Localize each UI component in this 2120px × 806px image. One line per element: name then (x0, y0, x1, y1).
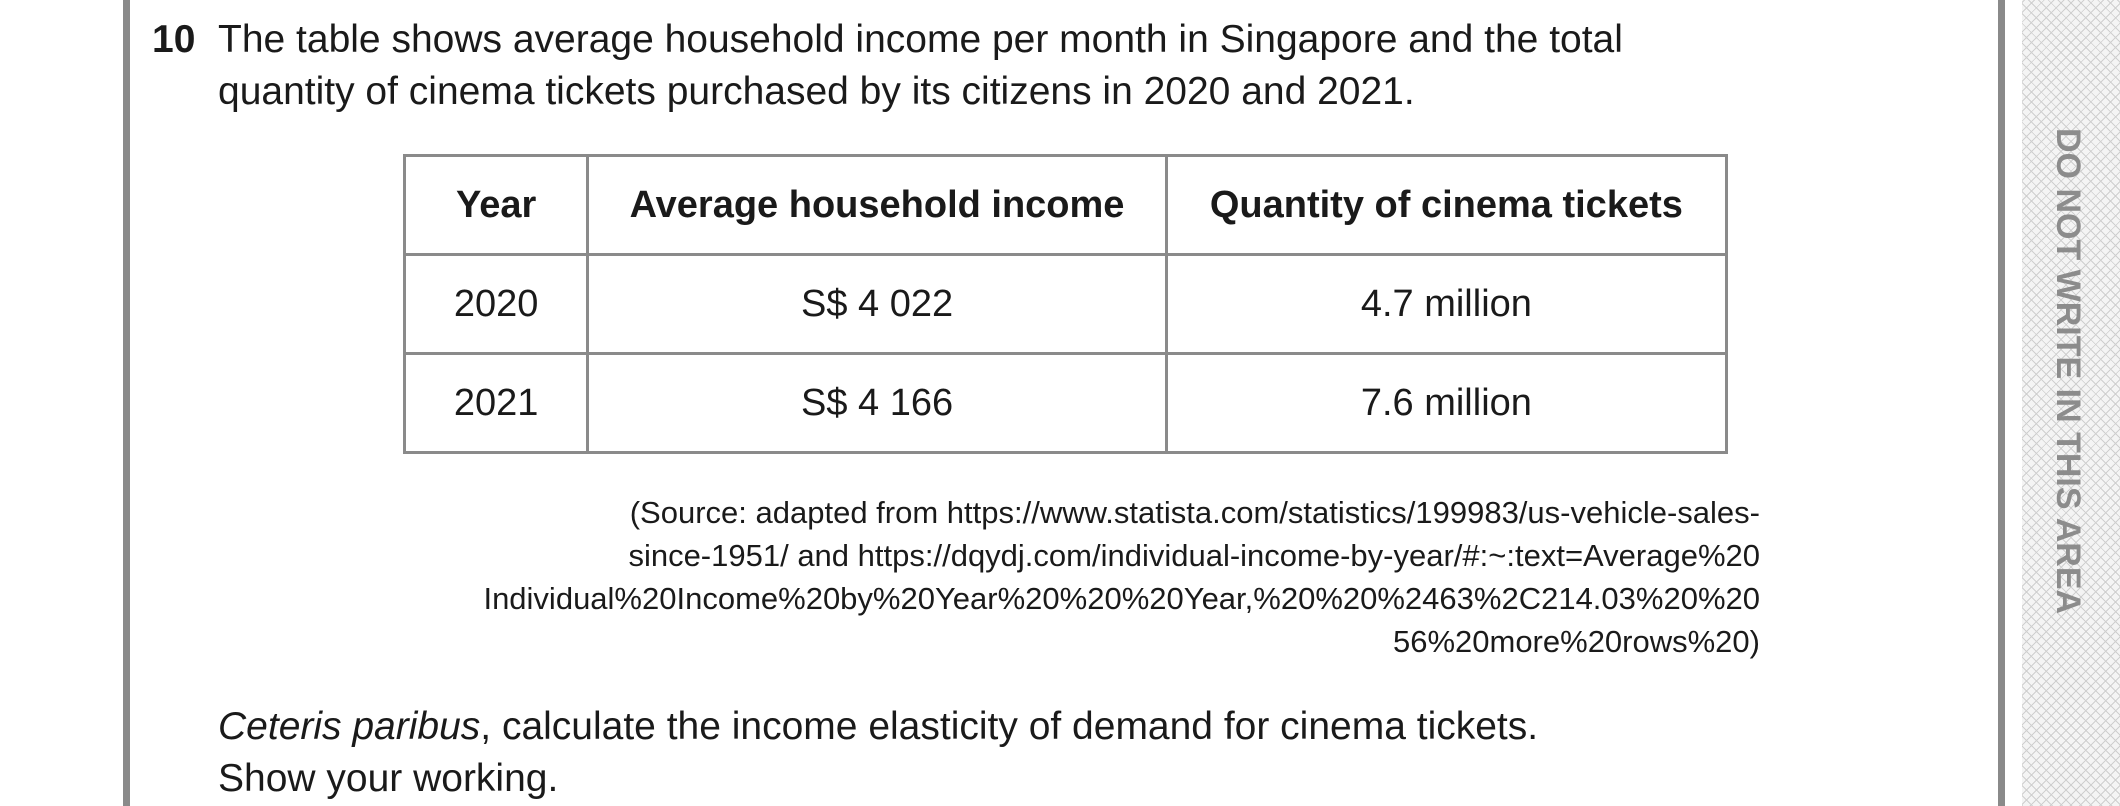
table-header-row: Year Average household income Quantity o… (402, 154, 1729, 256)
table-row: 2020 S$ 4 022 4.7 million (402, 253, 1729, 355)
instruction-line-1-rest: , calculate the income elasticity of dem… (480, 705, 1539, 748)
income-tickets-table: Year Average household income Quantity o… (402, 154, 1729, 454)
page-border-left (123, 0, 130, 806)
header-average-household-income: Average household income (586, 154, 1168, 256)
question-instruction: Ceteris paribus, calculate the income el… (218, 701, 1538, 805)
source-citation: (Source: adapted from https://www.statis… (400, 491, 1760, 663)
question-number: 10 (152, 18, 196, 61)
question-text-line-1: The table shows average household income… (218, 18, 1623, 61)
header-quantity-of-cinema-tickets: Quantity of cinema tickets (1164, 154, 1729, 256)
margin-warning-text: DO NOT WRITE IN THIS AREA (2049, 128, 2087, 615)
cell-year: 2020 (402, 253, 590, 355)
question-text: The table shows average household income… (218, 14, 1978, 118)
cell-income: S$ 4 022 (586, 253, 1168, 355)
cell-tickets: 4.7 million (1164, 253, 1729, 355)
cell-income: S$ 4 166 (586, 352, 1168, 454)
instruction-line-2: Show your working. (218, 757, 559, 800)
table-row: 2021 S$ 4 166 7.6 million (402, 352, 1729, 454)
margin-hatch-area (2022, 0, 2120, 806)
source-line: Individual%20Income%20by%20Year%20%20%20… (483, 581, 1760, 616)
instruction-line-1: Ceteris paribus, calculate the income el… (218, 701, 1538, 753)
source-line: (Source: adapted from https://www.statis… (629, 495, 1760, 530)
source-line: 56%20more%20rows%20) (1392, 624, 1760, 659)
source-line: since-1951/ and https://dqydj.com/indivi… (628, 538, 1760, 573)
cell-tickets: 7.6 million (1164, 352, 1729, 454)
question-text-line-2: quantity of cinema tickets purchased by … (218, 70, 1415, 113)
header-year: Year (402, 154, 590, 256)
instruction-italic-term: Ceteris paribus (218, 705, 481, 748)
cell-year: 2021 (402, 352, 590, 454)
page-border-right (1998, 0, 2005, 806)
